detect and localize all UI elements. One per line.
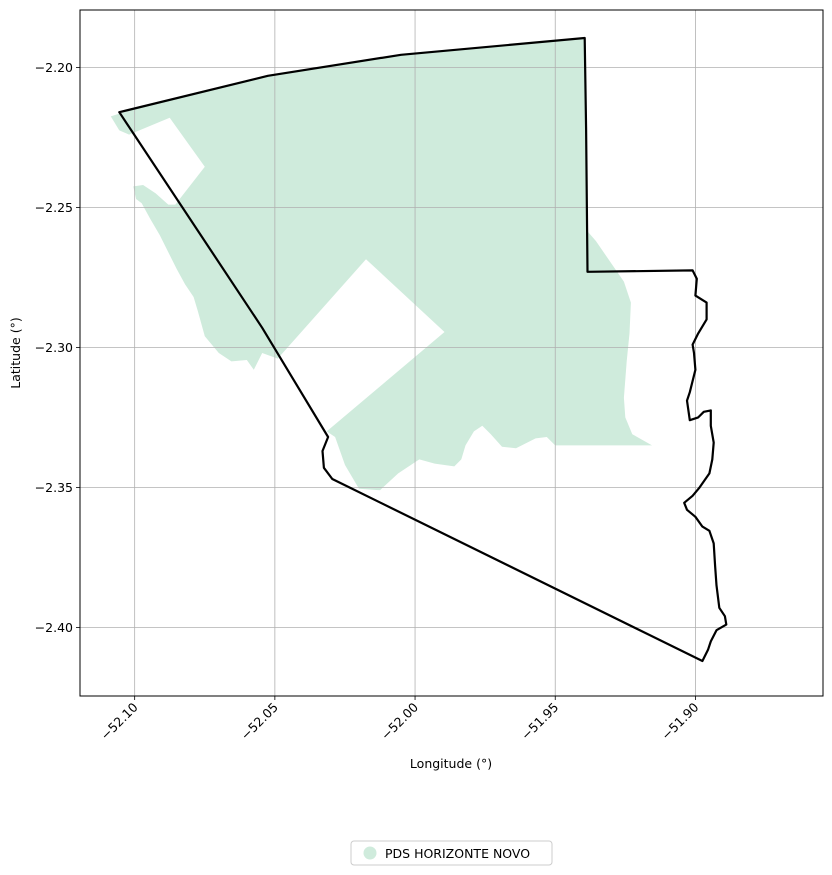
y-tick-label: −2.20 [35, 60, 73, 75]
y-tick-label: −2.40 [35, 620, 73, 635]
region-0 [111, 38, 652, 490]
legend-label: PDS HORIZONTE NOVO [385, 846, 530, 861]
legend-marker [364, 847, 377, 860]
y-tick-label: −2.25 [35, 200, 73, 215]
x-tick-label: −51.95 [518, 700, 561, 743]
x-tick-label: −51.90 [658, 699, 701, 742]
x-tick-label: −52.10 [97, 699, 140, 742]
y-tick-label: −2.30 [35, 340, 73, 355]
x-axis-label: Longitude (°) [410, 756, 492, 771]
legend: PDS HORIZONTE NOVO [351, 841, 552, 865]
x-tick-label: −52.00 [378, 699, 421, 742]
y-axis-ticks: −2.20 −2.25 −2.30 −2.35 −2.40 [35, 60, 80, 635]
x-axis-ticks: −52.10 −52.05 −52.00 −51.95 −51.90 [97, 696, 701, 743]
y-axis-label: Latitude (°) [8, 317, 23, 388]
x-tick-label: −52.05 [238, 700, 281, 743]
regions-layer [111, 38, 652, 490]
y-tick-label: −2.35 [35, 480, 73, 495]
